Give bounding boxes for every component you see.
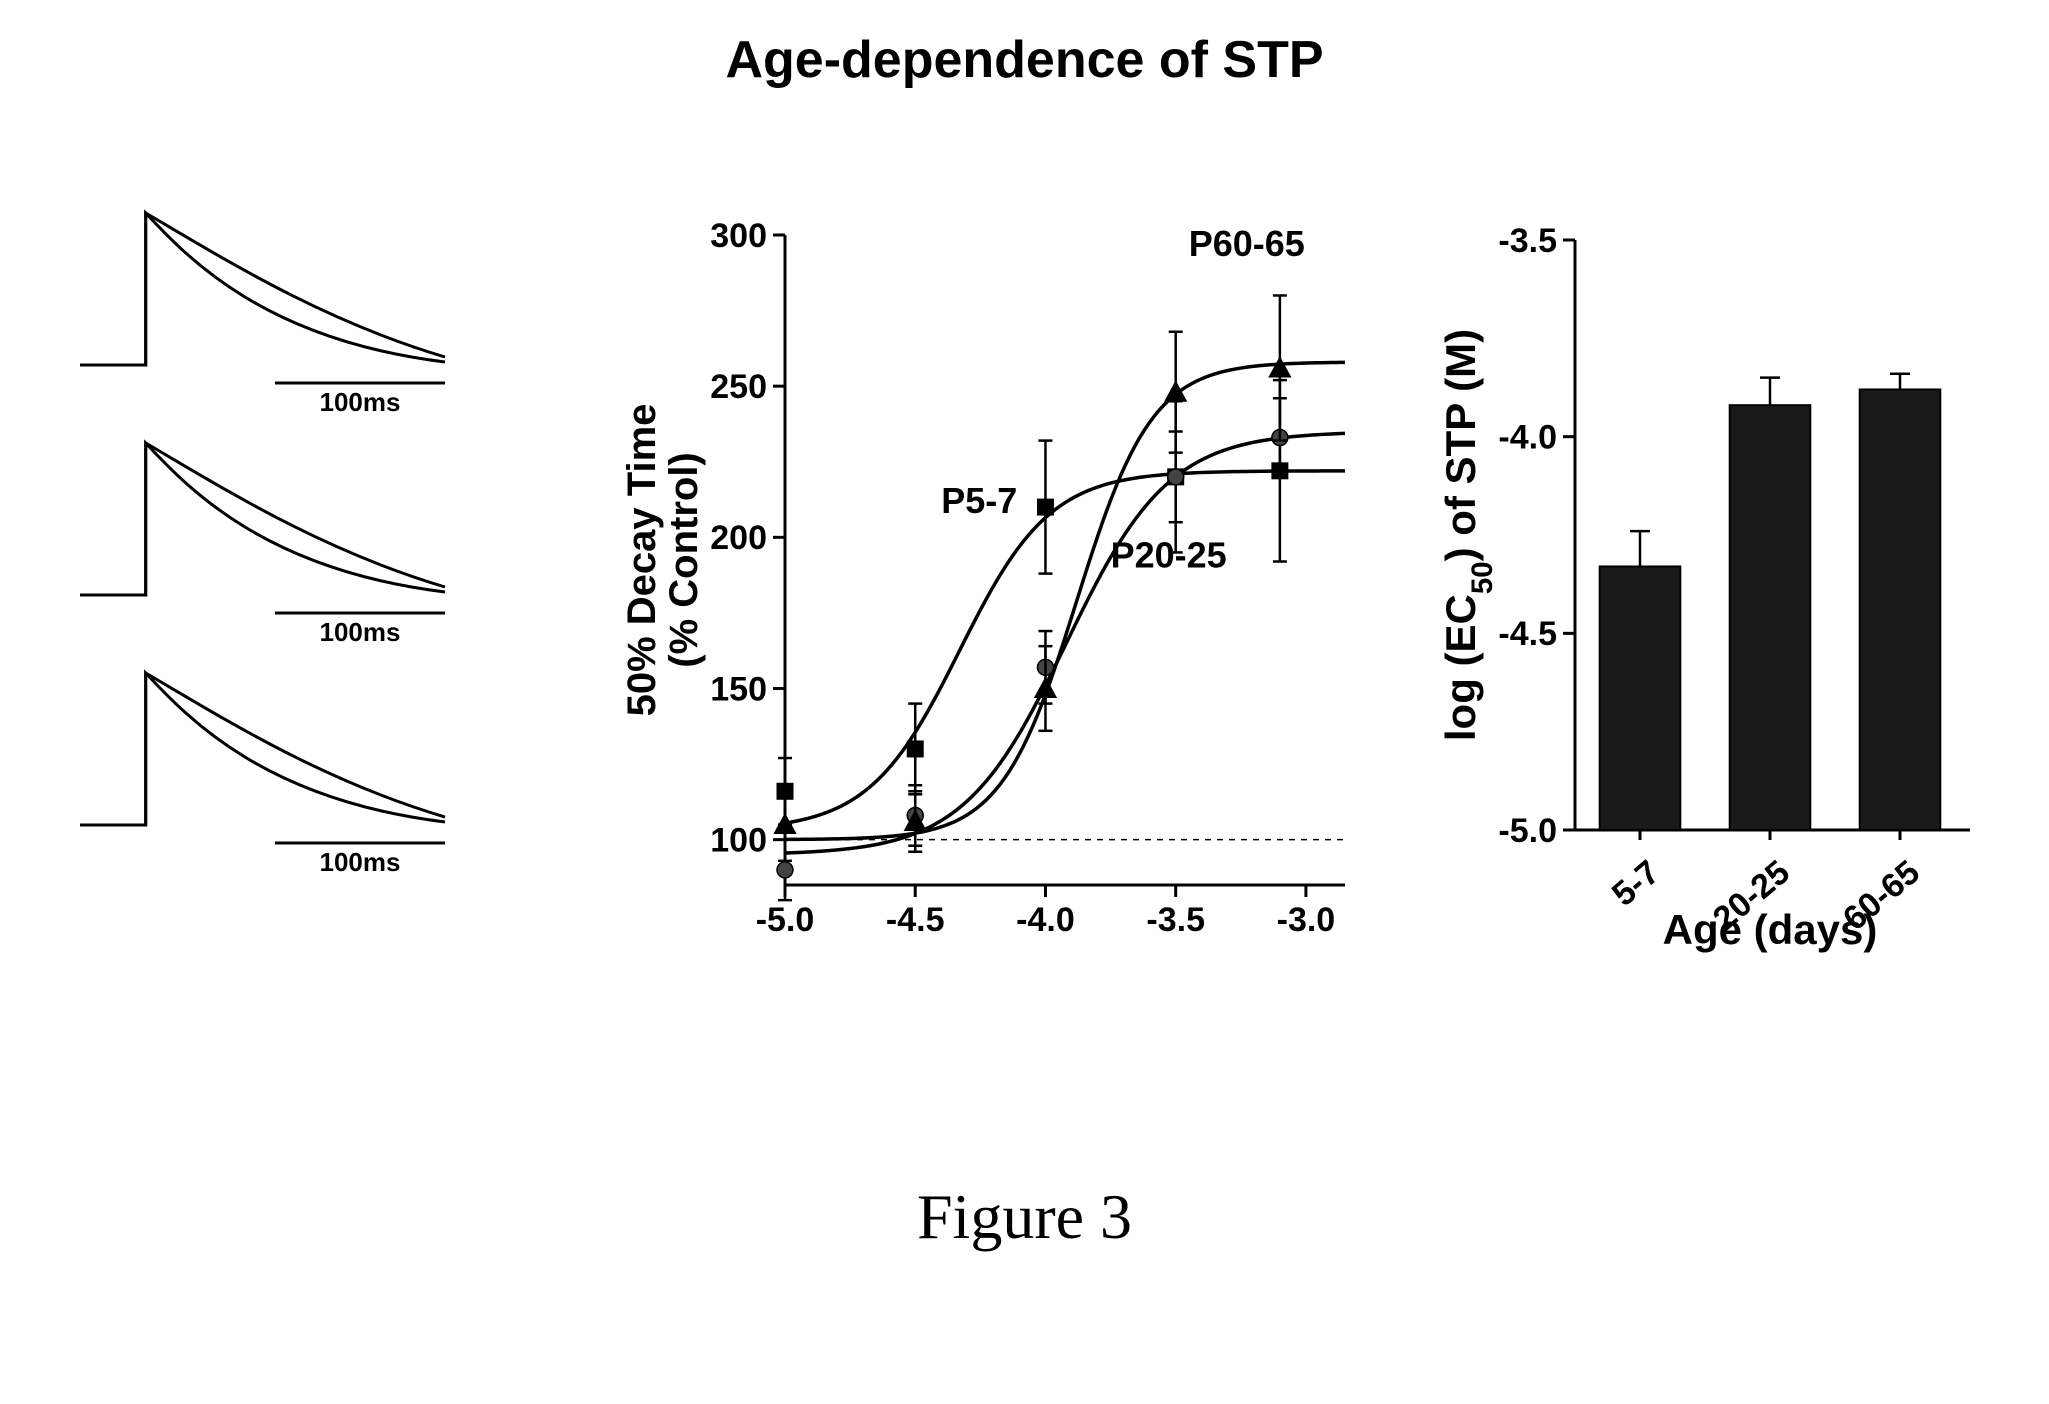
trace-drug [80,443,445,595]
series-annotation: P60-65 [1189,223,1305,264]
bar [1860,389,1941,830]
marker-triangle [774,814,796,834]
marker-square [907,741,923,757]
marker-triangle [1269,357,1291,377]
panel-bar-chart: -5.0 -4.5 -4.0 -3.5 log (EC50) of STP (M) 5-7… [1430,170,1990,990]
bar-chart-svg: -5.0 -4.5 -4.0 -3.5 log (EC50) of STP (M) 5-7… [1430,170,1990,990]
y-tick-label: -4.0 [1498,419,1557,457]
marker-square [1037,499,1053,515]
y-tick-label: 200 [710,519,767,557]
trace-drug [80,673,445,825]
y-tick-label: 100 [710,822,767,860]
marker-triangle [1035,678,1057,698]
y-tick-label: -3.5 [1498,222,1557,260]
x-tick-label: -3.0 [1277,901,1336,939]
bar [1730,405,1811,830]
trace-control [80,213,445,365]
x-tick-label: -5.0 [756,901,815,939]
x-tick-label: -4.0 [1016,901,1075,939]
traces-svg: 100ms 100ms 100ms [70,205,465,885]
marker-triangle [1165,381,1187,401]
panel-dose-response: -5.0-4.5-4.0-3.5-3.0100150200250300log [… [590,170,1380,950]
trace-control [80,673,445,825]
y-tick-label: 150 [710,670,767,708]
y-tick-label: 300 [710,217,767,255]
y-tick-label: -4.5 [1498,615,1557,653]
scalebar-label: 100ms [320,847,401,877]
dose-response-svg: -5.0-4.5-4.0-3.5-3.0100150200250300log [… [590,170,1380,950]
bar [1600,566,1681,830]
y-axis-label-group: log (EC50) of STP (M) [1437,329,1499,741]
y-axis-label: log (EC50) of STP (M) [1437,329,1499,741]
y-axis-label-group: 50% Decay Time(% Control) [620,404,706,717]
y-tick-label: -5.0 [1498,812,1557,850]
trace-drug [80,213,445,365]
figure-title: Age-dependence of STP [0,30,2049,90]
scalebar-label: 100ms [320,617,401,647]
y-axis-label: 50% Decay Time [620,404,664,717]
bar-category-label: 5-7 [1605,853,1667,914]
bar-category-label-group: 5-7 [1605,853,1667,914]
trace-control [80,443,445,595]
x-axis-label: Age (days) [1663,906,1878,953]
y-tick-label: 250 [710,368,767,406]
marker-circle [777,862,793,878]
series-annotation: P20-25 [1111,535,1227,576]
marker-circle [1168,469,1184,485]
figure-caption: Figure 3 [0,1180,2049,1254]
y-axis-label: (% Control) [662,452,706,668]
x-tick-label: -3.5 [1146,901,1205,939]
x-tick-label: -4.5 [886,901,945,939]
panel-traces: 100ms 100ms 100ms [70,205,465,885]
scalebar-label: 100ms [320,387,401,417]
fit-P60-65 [785,362,1345,839]
series-annotation: P5-7 [941,480,1017,521]
